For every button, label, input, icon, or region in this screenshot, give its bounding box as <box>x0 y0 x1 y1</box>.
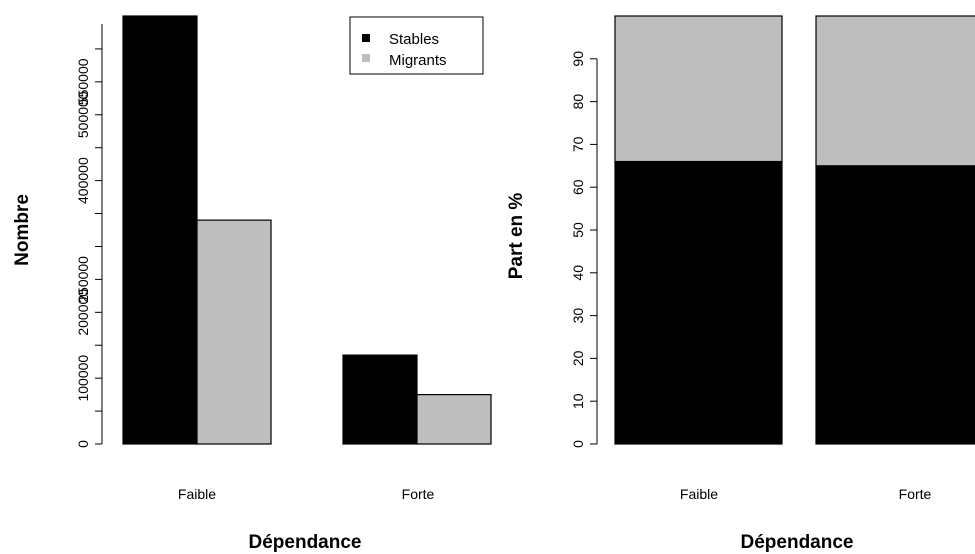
legend-label-stables: Stables <box>389 31 439 48</box>
stacked-bar-migrants-forte <box>815 15 975 167</box>
stacked-bar-stables-faible <box>614 160 783 445</box>
left-y-tick-label-200000: 200000 <box>75 289 91 336</box>
legend-swatch-stables <box>362 34 370 42</box>
left-y-tick-label-100000: 100000 <box>75 355 91 402</box>
right-y-tick-label-70: 70 <box>570 136 586 152</box>
right-x-tick-label-forte: Forte <box>899 486 932 502</box>
right-y-axis-title: Part en % <box>506 193 527 280</box>
bar-stables-faible <box>122 15 198 445</box>
legend-swatch-migrants <box>362 54 370 62</box>
stacked-bar-stables-forte <box>815 165 975 445</box>
x-tick-label-faible: Faible <box>178 486 216 502</box>
left-y-tick-label-400000: 400000 <box>75 157 91 204</box>
legend-label-migrants: Migrants <box>389 52 447 69</box>
left-y-tick-label-250000: 250000 <box>75 256 91 303</box>
right-y-tick-label-80: 80 <box>570 94 586 110</box>
right-y-tick-label-20: 20 <box>570 350 586 366</box>
right-x-tick-label-faible: Faible <box>680 486 718 502</box>
right-y-tick-label-60: 60 <box>570 179 586 195</box>
bar-stables-forte <box>342 354 418 445</box>
bar-migrants-forte <box>416 394 492 445</box>
right-y-tick-label-30: 30 <box>570 308 586 324</box>
left-x-axis-title: Dépendance <box>249 532 362 553</box>
right-y-tick-label-10: 10 <box>570 393 586 409</box>
right-y-tick-label-90: 90 <box>570 51 586 67</box>
right-x-axis-title: Dépendance <box>741 532 854 553</box>
left-y-tick-label-500000: 500000 <box>75 91 91 138</box>
legend: Stables Migrants <box>349 16 484 75</box>
right-chart-panel: Faible Forte 0 10 20 30 40 50 60 70 80 90 <box>570 15 975 502</box>
x-tick-label-forte: Forte <box>402 486 435 502</box>
left-y-tick-label-0: 0 <box>75 440 91 448</box>
right-y-tick-label-40: 40 <box>570 265 586 281</box>
legend-box <box>349 16 484 75</box>
bar-migrants-faible <box>196 219 272 445</box>
right-y-tick-label-50: 50 <box>570 222 586 238</box>
left-y-axis-title: Nombre <box>12 194 33 266</box>
right-y-tick-label-0: 0 <box>570 440 586 448</box>
stacked-bar-migrants-faible <box>614 15 783 163</box>
left-y-tick-label-550000: 550000 <box>75 58 91 105</box>
